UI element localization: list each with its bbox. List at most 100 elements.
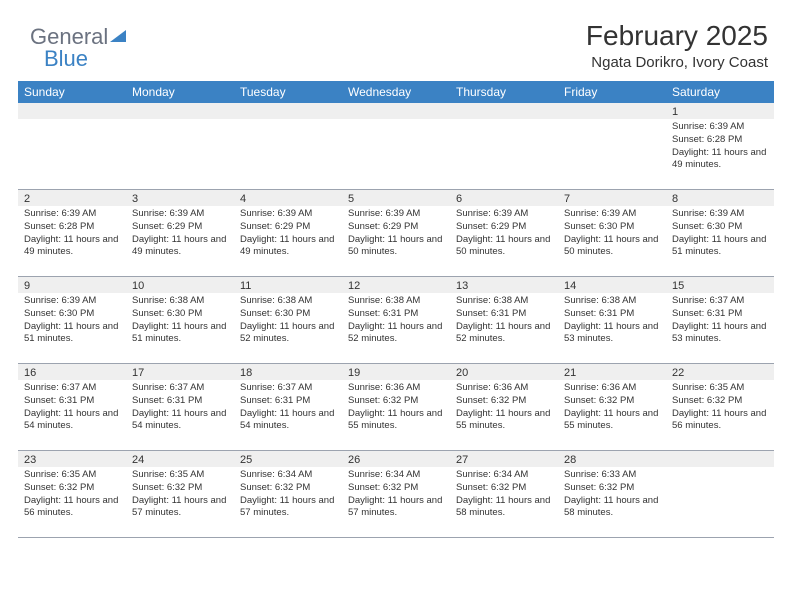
day-cell: 22Sunrise: 6:35 AMSunset: 6:32 PMDayligh…	[666, 364, 774, 450]
day-cell: 7Sunrise: 6:39 AMSunset: 6:30 PMDaylight…	[558, 190, 666, 276]
day-body: Sunrise: 6:38 AMSunset: 6:31 PMDaylight:…	[450, 293, 558, 350]
day-body: Sunrise: 6:36 AMSunset: 6:32 PMDaylight:…	[450, 380, 558, 437]
week-row: 16Sunrise: 6:37 AMSunset: 6:31 PMDayligh…	[18, 364, 774, 451]
day-number: 15	[666, 277, 774, 293]
day-number: 17	[126, 364, 234, 380]
sunset-label: Sunset: 6:32 PM	[672, 395, 768, 408]
day-header-row: Sunday Monday Tuesday Wednesday Thursday…	[18, 81, 774, 103]
daylight-label: Daylight: 11 hours and 52 minutes.	[240, 321, 336, 347]
day-body: Sunrise: 6:33 AMSunset: 6:32 PMDaylight:…	[558, 467, 666, 524]
day-cell	[558, 103, 666, 189]
sunset-label: Sunset: 6:32 PM	[456, 482, 552, 495]
day-number	[450, 103, 558, 119]
sunset-label: Sunset: 6:31 PM	[132, 395, 228, 408]
sunset-label: Sunset: 6:30 PM	[132, 308, 228, 321]
day-body: Sunrise: 6:35 AMSunset: 6:32 PMDaylight:…	[666, 380, 774, 437]
daylight-label: Daylight: 11 hours and 53 minutes.	[564, 321, 660, 347]
sunrise-label: Sunrise: 6:35 AM	[672, 382, 768, 395]
sunrise-label: Sunrise: 6:35 AM	[132, 469, 228, 482]
day-body: Sunrise: 6:39 AMSunset: 6:30 PMDaylight:…	[558, 206, 666, 263]
sunset-label: Sunset: 6:31 PM	[240, 395, 336, 408]
day-body: Sunrise: 6:39 AMSunset: 6:30 PMDaylight:…	[18, 293, 126, 350]
day-cell: 24Sunrise: 6:35 AMSunset: 6:32 PMDayligh…	[126, 451, 234, 537]
day-cell: 15Sunrise: 6:37 AMSunset: 6:31 PMDayligh…	[666, 277, 774, 363]
day-header: Tuesday	[234, 81, 342, 103]
sunrise-label: Sunrise: 6:39 AM	[672, 208, 768, 221]
day-cell: 27Sunrise: 6:34 AMSunset: 6:32 PMDayligh…	[450, 451, 558, 537]
day-cell: 8Sunrise: 6:39 AMSunset: 6:30 PMDaylight…	[666, 190, 774, 276]
day-body: Sunrise: 6:37 AMSunset: 6:31 PMDaylight:…	[666, 293, 774, 350]
day-body: Sunrise: 6:38 AMSunset: 6:30 PMDaylight:…	[234, 293, 342, 350]
day-cell: 1Sunrise: 6:39 AMSunset: 6:28 PMDaylight…	[666, 103, 774, 189]
week-row: 23Sunrise: 6:35 AMSunset: 6:32 PMDayligh…	[18, 451, 774, 538]
daylight-label: Daylight: 11 hours and 50 minutes.	[348, 234, 444, 260]
logo-sail-icon	[110, 30, 126, 42]
sunset-label: Sunset: 6:32 PM	[564, 395, 660, 408]
daylight-label: Daylight: 11 hours and 57 minutes.	[132, 495, 228, 521]
sunrise-label: Sunrise: 6:36 AM	[564, 382, 660, 395]
day-body: Sunrise: 6:39 AMSunset: 6:28 PMDaylight:…	[666, 119, 774, 176]
day-header: Sunday	[18, 81, 126, 103]
sunrise-label: Sunrise: 6:39 AM	[456, 208, 552, 221]
day-cell	[666, 451, 774, 537]
day-cell: 17Sunrise: 6:37 AMSunset: 6:31 PMDayligh…	[126, 364, 234, 450]
daylight-label: Daylight: 11 hours and 51 minutes.	[24, 321, 120, 347]
day-number: 22	[666, 364, 774, 380]
sunrise-label: Sunrise: 6:37 AM	[24, 382, 120, 395]
week-row: 1Sunrise: 6:39 AMSunset: 6:28 PMDaylight…	[18, 103, 774, 190]
daylight-label: Daylight: 11 hours and 49 minutes.	[24, 234, 120, 260]
day-number	[126, 103, 234, 119]
daylight-label: Daylight: 11 hours and 55 minutes.	[456, 408, 552, 434]
day-body: Sunrise: 6:36 AMSunset: 6:32 PMDaylight:…	[558, 380, 666, 437]
sunset-label: Sunset: 6:28 PM	[24, 221, 120, 234]
daylight-label: Daylight: 11 hours and 51 minutes.	[132, 321, 228, 347]
sunrise-label: Sunrise: 6:39 AM	[348, 208, 444, 221]
day-number	[342, 103, 450, 119]
day-cell: 19Sunrise: 6:36 AMSunset: 6:32 PMDayligh…	[342, 364, 450, 450]
daylight-label: Daylight: 11 hours and 54 minutes.	[240, 408, 336, 434]
sunrise-label: Sunrise: 6:38 AM	[348, 295, 444, 308]
sunset-label: Sunset: 6:31 PM	[456, 308, 552, 321]
sunset-label: Sunset: 6:29 PM	[348, 221, 444, 234]
daylight-label: Daylight: 11 hours and 51 minutes.	[672, 234, 768, 260]
sunset-label: Sunset: 6:28 PM	[672, 134, 768, 147]
daylight-label: Daylight: 11 hours and 49 minutes.	[240, 234, 336, 260]
calendar: Sunday Monday Tuesday Wednesday Thursday…	[18, 81, 774, 538]
day-cell: 12Sunrise: 6:38 AMSunset: 6:31 PMDayligh…	[342, 277, 450, 363]
sunrise-label: Sunrise: 6:36 AM	[348, 382, 444, 395]
day-cell: 13Sunrise: 6:38 AMSunset: 6:31 PMDayligh…	[450, 277, 558, 363]
sunset-label: Sunset: 6:29 PM	[456, 221, 552, 234]
sunrise-label: Sunrise: 6:35 AM	[24, 469, 120, 482]
day-body: Sunrise: 6:36 AMSunset: 6:32 PMDaylight:…	[342, 380, 450, 437]
sunrise-label: Sunrise: 6:39 AM	[564, 208, 660, 221]
daylight-label: Daylight: 11 hours and 54 minutes.	[24, 408, 120, 434]
sunrise-label: Sunrise: 6:39 AM	[132, 208, 228, 221]
sunrise-label: Sunrise: 6:34 AM	[240, 469, 336, 482]
day-body: Sunrise: 6:39 AMSunset: 6:29 PMDaylight:…	[450, 206, 558, 263]
day-number: 3	[126, 190, 234, 206]
page-title: February 2025	[18, 20, 768, 52]
day-number	[558, 103, 666, 119]
sunset-label: Sunset: 6:31 PM	[564, 308, 660, 321]
day-cell: 23Sunrise: 6:35 AMSunset: 6:32 PMDayligh…	[18, 451, 126, 537]
daylight-label: Daylight: 11 hours and 58 minutes.	[456, 495, 552, 521]
day-body: Sunrise: 6:39 AMSunset: 6:28 PMDaylight:…	[18, 206, 126, 263]
day-cell: 2Sunrise: 6:39 AMSunset: 6:28 PMDaylight…	[18, 190, 126, 276]
daylight-label: Daylight: 11 hours and 52 minutes.	[348, 321, 444, 347]
sunrise-label: Sunrise: 6:39 AM	[672, 121, 768, 134]
sunrise-label: Sunrise: 6:39 AM	[24, 208, 120, 221]
day-number	[666, 451, 774, 467]
sunrise-label: Sunrise: 6:34 AM	[348, 469, 444, 482]
day-cell	[450, 103, 558, 189]
week-row: 2Sunrise: 6:39 AMSunset: 6:28 PMDaylight…	[18, 190, 774, 277]
sunrise-label: Sunrise: 6:38 AM	[564, 295, 660, 308]
day-number: 18	[234, 364, 342, 380]
day-body: Sunrise: 6:34 AMSunset: 6:32 PMDaylight:…	[342, 467, 450, 524]
sunset-label: Sunset: 6:29 PM	[240, 221, 336, 234]
daylight-label: Daylight: 11 hours and 55 minutes.	[564, 408, 660, 434]
sunset-label: Sunset: 6:30 PM	[240, 308, 336, 321]
day-header: Saturday	[666, 81, 774, 103]
sunset-label: Sunset: 6:32 PM	[348, 482, 444, 495]
day-cell	[234, 103, 342, 189]
day-cell: 26Sunrise: 6:34 AMSunset: 6:32 PMDayligh…	[342, 451, 450, 537]
